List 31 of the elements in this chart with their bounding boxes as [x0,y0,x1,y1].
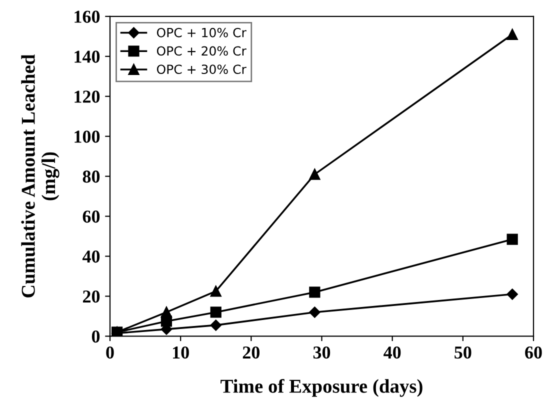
x-tick-label: 60 [525,346,542,359]
y-tick-label: 140 [74,50,100,63]
y-tick-label: 80 [82,170,100,183]
y-tick-label: 40 [82,250,100,263]
point [210,306,222,318]
point [160,306,172,318]
point [210,286,222,297]
y-tick-label: 0 [92,330,100,343]
legend-label: OPC + 20% Cr [156,46,246,56]
point [309,286,320,298]
legend-label: OPC + 10% Cr [156,28,246,38]
x-tick-label: 0 [106,346,114,359]
x-tick-label: 20 [242,346,260,359]
point [210,320,222,331]
y-tick-label: 60 [82,210,100,223]
point [309,306,320,318]
y-tick-label: 20 [82,290,100,303]
x-tick-label: 30 [313,346,330,359]
y-tick-label: 160 [74,10,100,23]
point [506,234,518,245]
point [506,288,518,300]
y-tick-label: 120 [74,90,100,103]
x-tick-label: 50 [454,346,472,359]
x-axis-title: Time of Exposure (days) [220,378,422,397]
point [506,28,518,40]
y-tick-label: 100 [74,130,100,143]
x-tick-label: 10 [173,346,189,359]
legend-label: OPC + 30% Cr [156,64,246,74]
point [309,168,320,180]
x-tick-label: 40 [384,346,401,359]
y-axis-title: Cumulative Amount Leached (mg/l) [21,54,60,298]
